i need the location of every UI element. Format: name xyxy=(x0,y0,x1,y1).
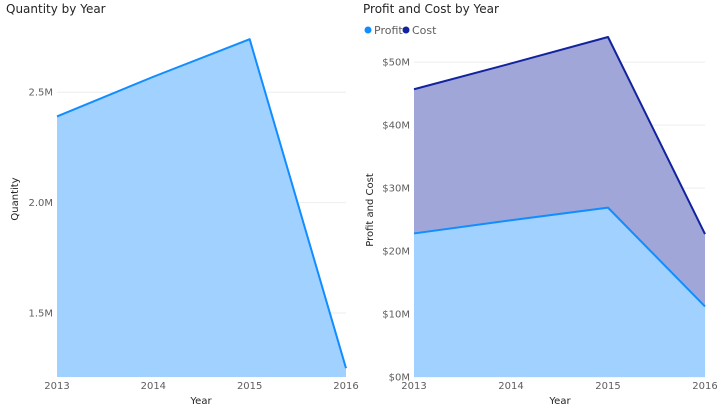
series-area-profit xyxy=(414,207,705,377)
x-axis-ticks: 2013 2014 2015 2016 xyxy=(44,381,358,392)
x-axis-title: Year xyxy=(189,396,212,407)
series-line-profit xyxy=(413,206,706,308)
x-tick-label: 2013 xyxy=(44,381,69,392)
y-tick-label: $20M xyxy=(382,247,410,258)
x-tick-label: 2015 xyxy=(595,381,620,392)
legend-label-profit: Profit xyxy=(374,24,403,37)
legend: Profit Cost xyxy=(364,24,437,37)
series-line-quantity xyxy=(56,38,347,369)
chart-title: Profit and Cost by Year xyxy=(363,2,499,16)
chart-title: Quantity by Year xyxy=(6,2,106,16)
x-tick-label: 2014 xyxy=(498,381,523,392)
x-tick-label: 2014 xyxy=(141,381,166,392)
legend-label-cost: Cost xyxy=(412,24,437,37)
legend-marker-cost xyxy=(402,26,410,34)
x-axis-title: Year xyxy=(548,396,571,407)
y-tick-label: $50M xyxy=(382,58,410,69)
legend-marker-profit xyxy=(364,26,372,34)
plot-area xyxy=(56,38,347,377)
y-tick-label: 2.0M xyxy=(28,198,53,209)
x-tick-label: 2016 xyxy=(333,381,358,392)
y-tick-label: $0M xyxy=(389,373,410,384)
y-axis-ticks: $0M $10M $20M $30M $40M $50M xyxy=(382,58,410,384)
y-tick-label: $30M xyxy=(382,184,410,195)
x-tick-label: 2016 xyxy=(692,381,717,392)
quantity-area-chart: Quantity by Year 1.5M2.0M2.5M 2013 2014 20… xyxy=(6,2,359,407)
plot-area xyxy=(413,36,706,377)
y-axis-title: Profit and Cost xyxy=(365,173,376,247)
x-axis-ticks: 2013 2014 2015 2016 xyxy=(401,381,717,392)
y-axis-ticks: 1.5M 2.0M 2.5M xyxy=(28,88,53,320)
x-tick-label: 2015 xyxy=(237,381,262,392)
series-area-quantity xyxy=(57,39,346,377)
y-axis-title: Quantity xyxy=(10,177,21,220)
y-tick-label: $10M xyxy=(382,310,410,321)
series-line-cost xyxy=(413,36,706,235)
profit-cost-area-chart: Profit and Cost by Year Profit Cost $0M$… xyxy=(363,2,718,407)
y-tick-label: $40M xyxy=(382,121,410,132)
y-tick-label: 2.5M xyxy=(28,88,53,99)
y-tick-label: 1.5M xyxy=(28,308,53,319)
x-tick-label: 2013 xyxy=(401,381,426,392)
